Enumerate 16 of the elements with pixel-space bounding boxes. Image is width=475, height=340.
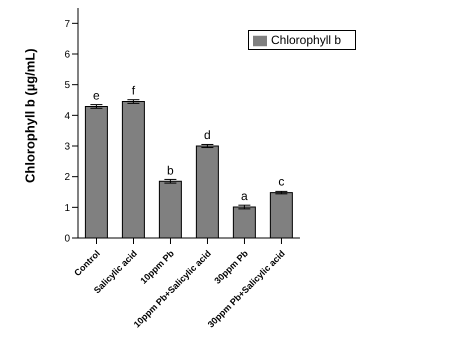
legend-label: Chlorophyll b [271, 33, 342, 47]
annotation: e [93, 88, 100, 102]
y-tick-label: 6 [64, 50, 70, 61]
annotation: f [132, 84, 136, 98]
annotation: d [204, 128, 211, 142]
y-tick-label: 3 [64, 142, 70, 153]
annotation: c [278, 174, 284, 189]
annotation: a [241, 189, 248, 204]
y-tick-label: 4 [64, 110, 70, 122]
y-tick-label: 7 [64, 18, 70, 30]
y-tick-label: 5 [64, 80, 70, 92]
annotation: b [167, 163, 174, 178]
y-tick-label: 1 [64, 202, 70, 214]
y-tick-label: 0 [64, 234, 70, 245]
y-axis-title: Chlorophyll b (µg/mL) [22, 48, 38, 183]
y-tick-label: 2 [64, 172, 70, 184]
